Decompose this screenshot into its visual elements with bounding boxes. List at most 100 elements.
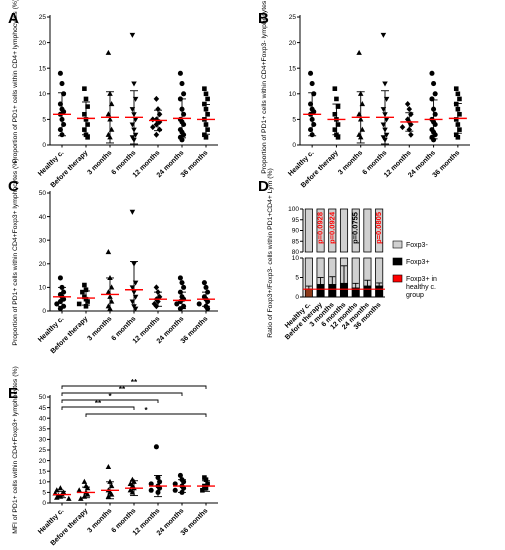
bar-foxp3-minus-top	[351, 208, 360, 253]
y-tick-label: 10	[39, 479, 47, 486]
y-tick-label: 15	[39, 468, 47, 475]
data-point	[82, 282, 87, 288]
data-point	[406, 106, 413, 113]
data-point	[85, 122, 90, 127]
y-tick-label: 0	[42, 308, 46, 315]
y-tick-label: 30	[39, 237, 47, 244]
data-point	[457, 96, 462, 102]
y-tick-label: 5	[295, 275, 299, 282]
bar-foxp3-minus-top	[316, 208, 325, 253]
data-point	[155, 106, 161, 113]
bar-foxp3-minus-bottom	[375, 257, 384, 287]
legend-swatch	[392, 274, 403, 283]
data-point	[332, 127, 338, 132]
data-point	[153, 131, 160, 138]
data-point	[105, 249, 112, 255]
significance-label: **	[131, 378, 138, 387]
data-point	[179, 137, 185, 143]
data-point	[83, 303, 89, 309]
y-tick-label: 20	[39, 40, 47, 47]
y-axis-label: MFI of PD1+ cells within CD4+Foxp3+ lymp…	[12, 366, 19, 534]
data-point	[332, 111, 338, 117]
data-point	[196, 301, 202, 307]
bar-foxp3-plus	[316, 284, 325, 298]
significance-bracket	[61, 385, 207, 389]
y-tick-label: 100	[288, 206, 299, 213]
data-point	[57, 275, 63, 281]
y-axis-label: Proportion of PD1+ cells within CD4+Foxp…	[12, 158, 19, 345]
data-point	[201, 280, 207, 286]
y-tick-label: 0	[42, 142, 46, 149]
data-point	[205, 96, 210, 102]
y-axis-label: Ratio of Foxp3+/Foxp3- cells within PD1+…	[267, 168, 274, 338]
data-point	[80, 289, 85, 295]
data-point	[457, 127, 462, 132]
y-tick-label: 20	[39, 458, 47, 465]
data-point	[150, 116, 156, 123]
bar-foxp3-plus	[328, 284, 337, 298]
data-point	[83, 287, 89, 293]
data-point	[335, 104, 341, 109]
data-point	[150, 124, 156, 131]
data-point	[153, 95, 160, 102]
data-point	[429, 70, 435, 76]
data-point	[85, 299, 90, 304]
y-tick-label: 85	[292, 238, 300, 245]
panel-label: A	[8, 10, 19, 27]
data-point	[205, 306, 211, 312]
panel-label: C	[8, 178, 19, 195]
bar-foxp3-plus	[363, 285, 372, 298]
data-point	[205, 481, 210, 487]
y-tick-label: 40	[39, 415, 47, 422]
data-point	[54, 494, 60, 500]
data-point	[179, 280, 185, 286]
data-point	[177, 275, 183, 281]
y-tick-label: 30	[39, 437, 47, 444]
data-point	[181, 91, 187, 97]
data-point	[404, 101, 411, 108]
y-tick-label: 0	[42, 500, 46, 507]
data-point	[453, 101, 459, 107]
panel-label: D	[258, 178, 269, 195]
bar-foxp3-minus-top	[339, 208, 349, 253]
bar-foxp3-minus-top	[328, 208, 337, 253]
data-point	[153, 444, 159, 450]
data-point	[334, 96, 339, 102]
y-tick-label: 50	[39, 394, 47, 401]
data-point	[431, 81, 437, 87]
bar-foxp3-plus	[304, 288, 313, 298]
y-tick-label: 35	[39, 426, 47, 433]
x-tick-label: 3 months	[86, 507, 113, 534]
x-tick-label: 3 months	[86, 149, 113, 176]
panel-a: A 0 5 10 15 20 25 Proportion of PD1+ cells with…	[8, 0, 218, 189]
data-point	[129, 32, 136, 38]
panel-label: B	[258, 10, 269, 27]
significance-bracket	[85, 413, 207, 417]
data-point	[404, 116, 411, 123]
data-point	[181, 284, 187, 290]
data-point	[200, 487, 205, 493]
p-value-label: p=0.0928	[316, 212, 325, 244]
data-point	[105, 463, 112, 470]
p-value-label: p=0.0924	[327, 211, 336, 244]
y-tick-label: 25	[289, 14, 297, 21]
legend-swatch	[392, 240, 403, 249]
data-point	[153, 284, 160, 291]
data-point	[82, 127, 87, 132]
y-tick-label: 10	[39, 91, 47, 98]
data-point	[432, 91, 438, 97]
data-point	[78, 495, 84, 501]
x-tick-label: 3 months	[337, 149, 364, 176]
data-point	[105, 49, 112, 55]
y-tick-label: 95	[292, 217, 300, 224]
data-point	[380, 32, 387, 38]
data-point	[148, 481, 154, 487]
y-axis-label: Proportion of PD1+ cells within CD4+Foxp…	[261, 0, 268, 174]
data-point	[202, 101, 207, 107]
data-point	[82, 86, 87, 91]
data-point	[457, 111, 462, 117]
data-point	[309, 81, 315, 87]
data-point	[54, 301, 60, 307]
y-tick-label: 0	[295, 294, 299, 301]
panel-label: E	[8, 385, 18, 402]
